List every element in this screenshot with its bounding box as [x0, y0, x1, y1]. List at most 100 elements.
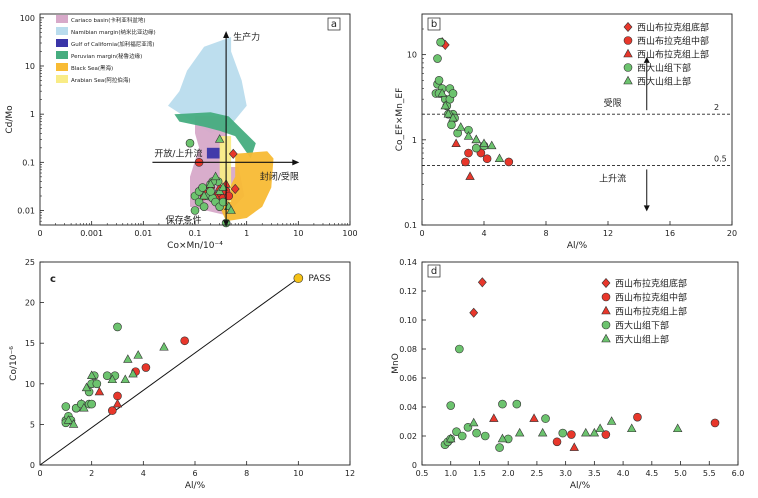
x-tick-label: 2 — [89, 469, 94, 478]
x-tick-label: 8 — [244, 469, 249, 478]
x-tick-label: 4.0 — [617, 469, 630, 478]
reference-line-label: 0.5 — [714, 154, 727, 163]
legend-label: Cariaco basin(卡利亚科盆地) — [71, 16, 146, 24]
legend-label: Gulf of California(加利福尼亚湾) — [71, 40, 154, 48]
data-point — [218, 197, 228, 207]
data-point — [541, 414, 550, 423]
data-point — [123, 354, 133, 363]
y-tick-label: 0.12 — [399, 287, 417, 296]
x-tick-label: 12 — [345, 469, 355, 478]
data-point — [205, 179, 216, 188]
x-tick-label: 0 — [419, 229, 424, 238]
data-point — [595, 423, 605, 433]
data-point — [199, 202, 209, 211]
data-point — [224, 191, 234, 201]
data-point — [128, 368, 138, 378]
y-axis-label: Cd/Mo — [5, 105, 15, 134]
y-tick-label: 25 — [25, 258, 35, 267]
panel-label: b — [431, 19, 437, 30]
data-point — [601, 430, 611, 439]
legend-marker — [623, 63, 633, 72]
data-point — [68, 419, 79, 428]
x-tick-label: 100 — [342, 229, 357, 238]
x-axis-label: Al/% — [567, 241, 588, 251]
panel-c: PASS 0 2 4 6 8 10 12 0 5 10 15 20 25 Al/% Co/10⁻⁶ c — [9, 258, 355, 491]
x-axis-label: Co×Mn/10⁻⁴ — [167, 241, 223, 251]
panel-label-box — [327, 17, 341, 31]
y-tick-label: 100 — [20, 14, 35, 23]
legend-marker — [601, 292, 611, 302]
annotation: 受限 — [604, 97, 622, 109]
data-point — [606, 416, 617, 425]
x-tick-label: 2.5 — [531, 469, 544, 478]
annotation: 生产力 — [233, 31, 260, 43]
data-point — [589, 427, 600, 437]
data-point — [452, 427, 461, 436]
x-tick-label: 0.5 — [416, 469, 429, 478]
region-gulf — [206, 147, 220, 159]
data-point — [61, 402, 71, 411]
data-point — [440, 100, 450, 110]
data-point — [461, 157, 470, 167]
data-point — [465, 171, 475, 180]
legend-label: 西山布拉克组底部 — [615, 278, 687, 290]
data-point — [230, 183, 240, 195]
legend-swatch — [56, 27, 68, 35]
data-point — [482, 154, 492, 164]
legend-marker — [601, 277, 611, 289]
panel-d: 0.5 1.0 1.5 2.0 2.5 3.0 3.5 4.0 4.5 5.0 5.5 6.0 0 0.0… — [391, 258, 744, 491]
data-point — [514, 427, 525, 437]
panel-label-box — [427, 264, 441, 278]
data-point — [94, 386, 105, 396]
data-point — [469, 417, 479, 427]
data-point — [498, 399, 507, 409]
region-namibian — [168, 37, 247, 134]
x-tick-label: 4.5 — [645, 469, 658, 478]
data-point — [133, 350, 143, 359]
data-point — [443, 108, 454, 118]
x-tick-label: 16 — [665, 229, 675, 238]
pass-line — [39, 277, 299, 466]
plot-frame — [421, 13, 733, 226]
data-point — [226, 205, 236, 214]
y-tick-label: 0.10 — [399, 316, 417, 325]
data-point — [446, 433, 456, 443]
data-point — [108, 406, 117, 415]
legend-label: 西山布拉克组上部 — [637, 49, 709, 61]
panel-label: a — [331, 19, 337, 30]
data-point — [494, 153, 505, 163]
data-point — [141, 363, 151, 372]
y-tick-label: 0 — [30, 461, 35, 470]
data-point — [552, 437, 562, 447]
legend-marker — [623, 36, 633, 45]
pass-label: PASS — [308, 274, 331, 284]
y-axis-label: Co_EF×Mn_EF — [395, 88, 405, 152]
x-tick-label: 0.001 — [80, 229, 103, 238]
data-point — [464, 148, 473, 158]
data-point — [471, 134, 481, 144]
legend-marker — [601, 333, 611, 343]
data-point — [504, 157, 514, 167]
y-tick-label: 15 — [25, 339, 35, 348]
data-point — [558, 428, 568, 438]
x-tick-label: 4 — [141, 469, 146, 478]
y-tick-label: 0.1 — [22, 158, 35, 167]
legend-swatch — [56, 63, 68, 71]
y-tick-label: 5 — [30, 420, 35, 429]
x-tick-label: 4 — [481, 229, 486, 238]
y-tick-label: 0.14 — [399, 258, 417, 267]
data-point — [627, 423, 637, 433]
data-point — [120, 374, 130, 384]
data-point — [102, 371, 112, 380]
legend-label: 西山布拉克组上部 — [615, 306, 687, 318]
legend-marker — [623, 21, 633, 33]
y-axis-label: Co/10⁻⁶ — [9, 346, 19, 381]
data-point — [489, 413, 499, 422]
y-tick-label: 0.1 — [404, 221, 417, 230]
data-point — [455, 344, 464, 354]
legend-label: Peruvian margin(秘鲁边缘) — [71, 52, 142, 60]
y-tick-label: 0.04 — [399, 403, 417, 412]
reference-line-label: 2 — [714, 103, 719, 112]
y-axis-label: MnO — [391, 353, 401, 374]
x-tick-label: 20 — [727, 229, 737, 238]
